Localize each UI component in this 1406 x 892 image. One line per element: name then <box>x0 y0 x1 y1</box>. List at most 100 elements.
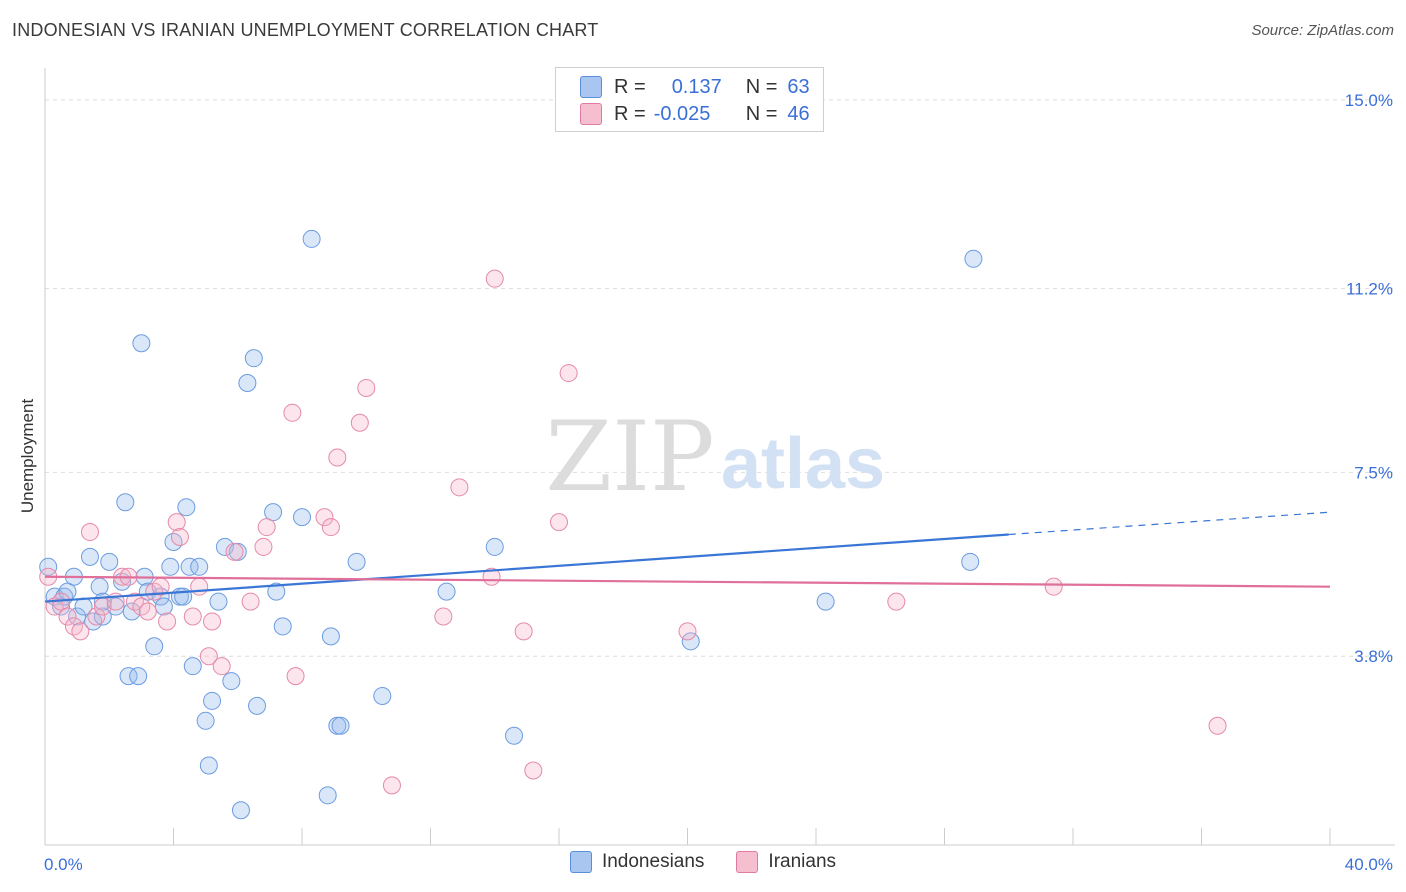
indonesian-point <box>437 582 456 601</box>
indonesian-point <box>267 582 286 601</box>
legend-r-value: -0.025 <box>653 102 711 125</box>
indonesian-point <box>244 349 263 368</box>
y-tick-label: 11.2% <box>1346 280 1393 299</box>
indonesian-point <box>196 711 215 730</box>
legend-n-value: 46 <box>787 102 810 125</box>
y-axis-label: Unemployment <box>18 398 37 514</box>
iranian-point <box>283 403 302 422</box>
y-tick-label: 15.0% <box>1345 91 1393 110</box>
y-tick-label: 7.5% <box>1354 463 1393 482</box>
indonesian-point <box>145 637 164 656</box>
iranian-point <box>203 612 222 631</box>
iranian-point <box>170 528 189 546</box>
y-tick-label: 3.8% <box>1354 647 1393 666</box>
bottom-legend-indonesians: Indonesians <box>569 851 705 873</box>
indonesian-point <box>222 672 241 691</box>
iranian-point <box>167 513 186 532</box>
legend-swatch-iranians <box>580 103 602 125</box>
iranian-point <box>286 667 305 686</box>
iranian-point <box>138 602 157 621</box>
indonesian-point <box>52 597 71 616</box>
indonesian-point <box>681 632 700 651</box>
bottom-legend-label: Indonesians <box>601 851 705 872</box>
legend-row-indonesians: R = 0.137 N = 63 <box>580 74 810 100</box>
iranian-point <box>382 776 401 795</box>
bottom-legend: Indonesians Iranians <box>0 851 1406 873</box>
indonesian-point <box>302 229 321 248</box>
bottom-legend-label: Iranians <box>768 851 837 872</box>
indonesian-point <box>331 716 350 735</box>
iranian-point <box>485 269 504 288</box>
iranian-point <box>183 607 202 626</box>
indonesian-point <box>116 493 135 512</box>
indonesian-point <box>183 657 202 676</box>
indonesian-point <box>161 557 180 576</box>
x-tick-label: 0.0% <box>44 855 83 874</box>
iranian-point <box>887 592 906 611</box>
indonesian-point <box>231 801 250 820</box>
legend-swatch-indonesians <box>580 76 602 98</box>
indonesian-point <box>273 617 292 636</box>
indonesian-point <box>293 508 311 527</box>
source-label: Source: ZipAtlas.com <box>1251 22 1394 39</box>
indonesian-point <box>100 552 119 571</box>
iranian-point <box>450 478 469 497</box>
legend-r-label: R = <box>614 102 646 125</box>
indonesian-point <box>122 602 141 621</box>
indonesian-point <box>238 374 257 392</box>
iranian-point <box>1208 716 1227 735</box>
indonesian-point <box>264 503 283 522</box>
indonesian-point <box>84 612 103 631</box>
legend-n-value: 63 <box>787 75 810 98</box>
x-tick-label: 40.0% <box>1345 855 1393 874</box>
iranian-point <box>559 364 578 383</box>
iranian-point <box>212 657 231 676</box>
iranian-point <box>87 607 106 626</box>
iranian-point <box>514 622 533 641</box>
iranian-point <box>328 448 347 467</box>
indonesian-point <box>180 557 199 576</box>
legend-r-value: 0.137 <box>671 75 722 98</box>
trend-lines <box>44 511 1331 603</box>
indonesian-point <box>209 592 228 611</box>
iranian-point <box>58 607 77 626</box>
tick-labels: 3.8% 7.5% 11.2% 15.0% 0.0% 40.0% <box>44 91 1393 874</box>
indonesian-point <box>39 557 58 576</box>
indonesian-point <box>318 786 337 805</box>
indonesian-point <box>964 249 983 268</box>
indonesian-point <box>485 537 504 556</box>
indonesian-point <box>80 547 99 566</box>
bottom-legend-swatch-iranians <box>736 851 759 873</box>
indonesian-point <box>190 557 209 576</box>
indonesians-trend-extension <box>1008 511 1331 536</box>
indonesian-point <box>199 756 218 775</box>
iranian-point <box>80 523 99 542</box>
indonesian-point <box>816 592 835 611</box>
legend-n-label: N = <box>745 75 778 98</box>
indonesian-point <box>68 607 87 626</box>
indonesian-point <box>373 686 392 705</box>
iranian-point <box>350 413 369 432</box>
iranian-point <box>524 761 543 780</box>
iranian-point <box>434 607 453 626</box>
legend: R = 0.137 N = 63 R = -0.025 N = 46 <box>555 67 824 132</box>
iranian-point <box>257 518 276 537</box>
indonesian-point <box>321 627 340 646</box>
legend-r-label: R = <box>614 75 646 98</box>
iranian-point <box>190 577 209 596</box>
iranian-point <box>315 508 334 527</box>
bottom-legend-swatch-indonesians <box>569 851 592 873</box>
indonesian-point <box>961 552 980 571</box>
iranian-point <box>1044 577 1063 596</box>
watermark-zip: ZIP <box>545 401 714 513</box>
indonesian-point <box>505 726 524 745</box>
iranian-point <box>357 378 376 397</box>
legend-n-label: N = <box>745 102 778 125</box>
indonesian-point <box>248 696 267 715</box>
indonesian-point <box>177 498 196 517</box>
indonesian-point <box>154 597 173 616</box>
indonesian-point <box>90 577 109 596</box>
iranian-point <box>241 592 260 611</box>
axes <box>44 68 1395 846</box>
